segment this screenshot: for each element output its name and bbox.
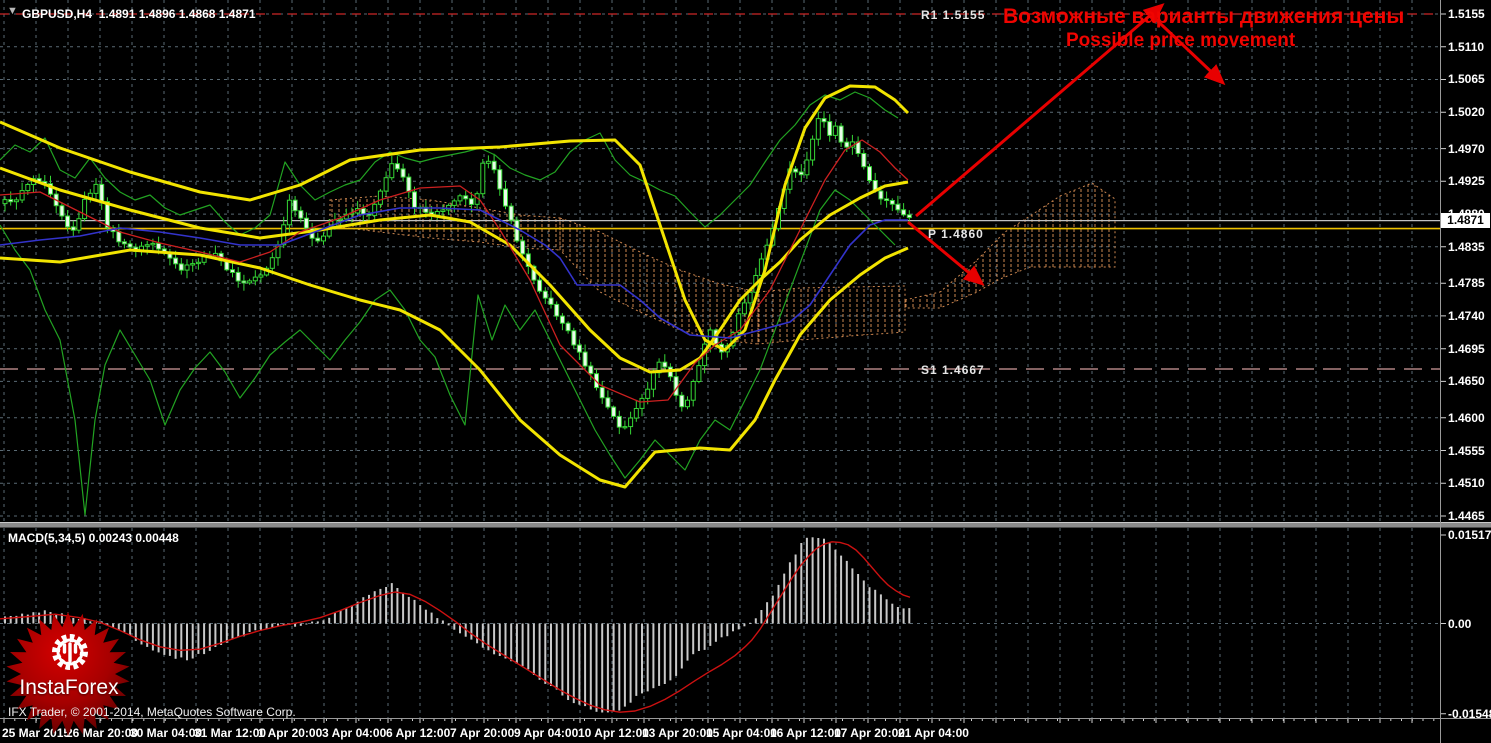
macd-signal-line <box>0 541 911 713</box>
green-envelope-lower <box>0 189 896 516</box>
price-axis-separator <box>1440 0 1441 743</box>
panel-separator[interactable] <box>0 522 1491 528</box>
instaforex-logo <box>6 612 130 736</box>
tenkan-sen-line <box>0 139 909 403</box>
chart-dropdown-icon[interactable]: ▼ <box>7 5 18 17</box>
annotation-text-ru[interactable]: Возможные варианты движения цены <box>1003 5 1405 28</box>
ichimoku-cloud <box>904 182 1116 309</box>
axis-ticks <box>3 13 1446 723</box>
time-axis-separator <box>0 718 1491 719</box>
price-tick-label: 1.4785 <box>1448 276 1485 291</box>
annotation-text-en[interactable]: Possible price movement <box>1066 30 1296 51</box>
time-tick-label: 10 Apr 12:00 <box>578 726 649 740</box>
pivot-level-label: P 1.4860 <box>928 227 984 241</box>
price-tick-label: 1.5020 <box>1448 105 1485 120</box>
annotation-arrow-1[interactable] <box>907 220 985 286</box>
price-tick-label: 1.4465 <box>1448 509 1485 523</box>
annotation-arrow-3[interactable] <box>1144 8 1226 86</box>
instaforex-gear-icon <box>52 634 88 670</box>
green-envelope-upper <box>0 91 899 236</box>
ichimoku-cloud <box>757 285 906 345</box>
macd-tick-label: -0.01548 <box>1448 706 1491 721</box>
bollinger-middle <box>0 166 909 374</box>
time-tick-label: 15 Apr 04:00 <box>706 726 777 740</box>
price-tick-label: 1.4555 <box>1448 443 1485 458</box>
time-tick-label: 26 Mar 20:00 <box>66 726 139 740</box>
time-tick-label: 1 Apr 20:00 <box>258 726 323 740</box>
time-tick-label: 3 Apr 04:00 <box>322 726 387 740</box>
price-tick-label: 1.4925 <box>1448 174 1485 189</box>
price-tick-label: 1.4695 <box>1448 341 1485 356</box>
macd-tick-label: 0.01517 <box>1448 527 1491 542</box>
macd-histogram <box>4 537 911 713</box>
s1-level-label: S1 1.4667 <box>921 363 985 377</box>
time-tick-label: 6 Apr 12:00 <box>386 726 451 740</box>
price-tick-label: 1.5065 <box>1448 72 1485 87</box>
time-tick-label: 7 Apr 20:00 <box>450 726 515 740</box>
macd-indicator-label: MACD(5,34,5) 0.00243 0.00448 <box>8 531 179 545</box>
kijun-sen-line <box>0 207 908 339</box>
annotation-arrow-2[interactable] <box>915 3 1165 218</box>
price-tick-label: 1.5155 <box>1448 7 1485 21</box>
time-tick-label: 13 Apr 20:00 <box>642 726 713 740</box>
logo-starburst <box>6 612 130 736</box>
price-tick-label: 1.4970 <box>1448 141 1485 156</box>
macd-tick-label: 0.00 <box>1448 616 1472 631</box>
copyright-notice: IFX Trader, © 2001-2014, MetaQuotes Soft… <box>8 705 296 719</box>
time-tick-label: 9 Apr 04:00 <box>514 726 579 740</box>
price-tick-label: 1.4650 <box>1448 374 1485 389</box>
time-tick-label: 31 Mar 12:00 <box>194 726 267 740</box>
price-tick-label: 1.4600 <box>1448 410 1485 425</box>
time-tick-label: 30 Mar 04:00 <box>130 726 203 740</box>
price-tick-label: 1.4740 <box>1448 308 1485 323</box>
price-tick-label: 1.4510 <box>1448 476 1485 491</box>
time-tick-label: 17 Apr 20:00 <box>834 726 905 740</box>
time-tick-label: 16 Apr 12:00 <box>770 726 841 740</box>
bollinger-upper <box>0 84 910 352</box>
price-tick-label: 1.5110 <box>1448 39 1485 54</box>
time-tick-label: 21 Apr 04:00 <box>898 726 969 740</box>
ohlc-quotes-label: 1.4891 1.4896 1.4868 1.4871 <box>98 7 256 21</box>
price-tick-label: 1.4835 <box>1448 239 1485 254</box>
r1-level-label: R1 1.5155 <box>921 8 986 22</box>
ichimoku-cloud <box>559 217 759 345</box>
symbol-timeframe-label: GBPUSD,H4 <box>22 7 93 21</box>
chart-title: GBPUSD,H4 1.4891 1.4896 1.4868 1.4871 <box>22 7 256 21</box>
current-price-tag: 1.4871 <box>1441 213 1490 228</box>
instaforex-logo-text: InstaForex <box>19 676 119 699</box>
bollinger-lower <box>0 246 909 489</box>
